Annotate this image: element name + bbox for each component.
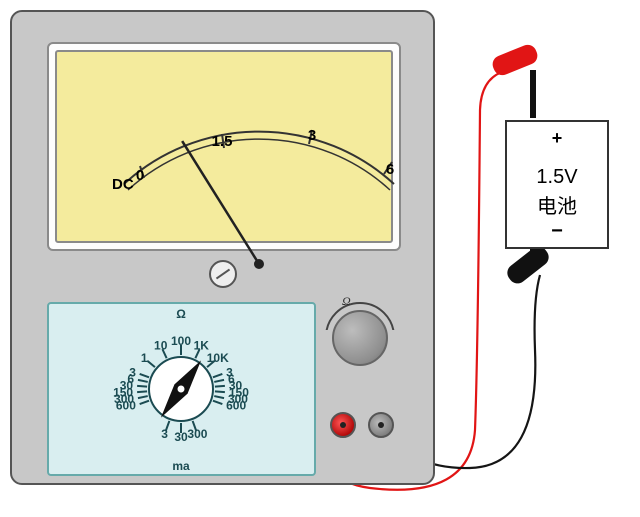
battery: + 1.5V 电池 − [505, 120, 609, 249]
jack-positive[interactable] [330, 412, 356, 438]
svg-text:600: 600 [226, 398, 246, 412]
battery-voltage: 1.5V [507, 166, 607, 189]
dial-window: DC 0 1.5 3 6 [47, 42, 401, 251]
svg-text:30: 30 [120, 379, 134, 393]
svg-text:3: 3 [129, 366, 136, 380]
svg-text:150: 150 [229, 385, 249, 399]
svg-text:6: 6 [228, 372, 235, 386]
svg-text:300: 300 [114, 392, 134, 406]
svg-text:6: 6 [127, 372, 134, 386]
selector-knob[interactable] [149, 356, 213, 423]
zero-ohm-adjust[interactable] [332, 310, 388, 366]
red-probe [490, 42, 540, 118]
svg-text:3: 3 [226, 366, 233, 380]
svg-text:10K: 10K [207, 351, 229, 365]
needle-zero-screw[interactable] [209, 260, 237, 288]
zero-adj-label: Ω [342, 294, 351, 309]
svg-text:10: 10 [154, 338, 168, 352]
svg-text:300: 300 [187, 427, 207, 441]
svg-text:300: 300 [228, 392, 248, 406]
multimeter: DC 0 1.5 3 6 Ω ma [10, 10, 435, 485]
svg-text:30: 30 [174, 430, 188, 444]
svg-text:600: 600 [116, 398, 136, 412]
svg-text:1: 1 [141, 351, 148, 365]
svg-text:3: 3 [161, 427, 168, 441]
battery-minus: − [507, 220, 607, 243]
svg-text:150: 150 [113, 385, 133, 399]
svg-text:ma: ma [172, 459, 190, 473]
range-selector-panel: Ω ma 1101001K10K600300150306360030015030… [47, 302, 316, 476]
svg-text:100: 100 [171, 334, 191, 348]
battery-label: 电池 [507, 190, 607, 219]
svg-text:30: 30 [229, 379, 243, 393]
svg-text:Ω: Ω [176, 307, 186, 321]
jack-negative[interactable] [368, 412, 394, 438]
selector-svg: Ω ma 1101001K10K600300150306360030015030… [49, 304, 314, 474]
battery-plus: + [507, 128, 607, 149]
svg-text:1K: 1K [194, 338, 210, 352]
